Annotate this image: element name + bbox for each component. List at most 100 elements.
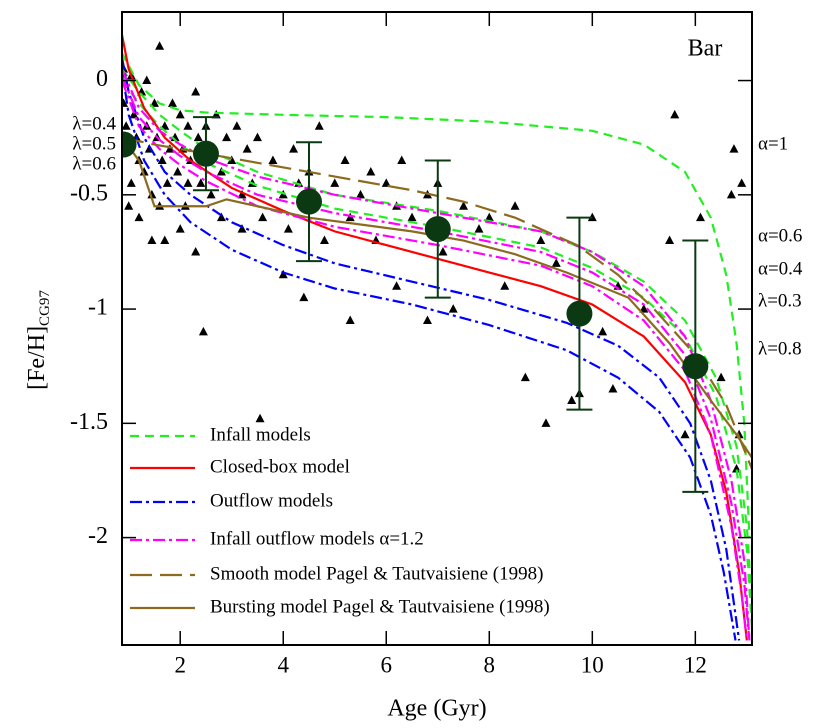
data-point [340, 155, 350, 165]
data-point [392, 281, 402, 290]
data-point [407, 212, 417, 222]
legend-label: Closed-box model [210, 456, 350, 477]
data-point [448, 304, 458, 313]
legend-label: Outflow models [210, 490, 333, 511]
data-point [193, 132, 203, 142]
data-point [314, 121, 324, 130]
data-point [216, 212, 226, 222]
data-point [716, 372, 726, 382]
data-point [665, 235, 675, 245]
data-point [695, 212, 705, 222]
curve-label: λ=0.3 [758, 290, 802, 311]
data-point [283, 224, 293, 233]
data-point [242, 144, 252, 153]
data-point [237, 224, 247, 233]
data-point [191, 246, 201, 256]
data-point [422, 315, 432, 325]
mean-point [122, 131, 137, 158]
mean-point [566, 300, 593, 327]
x-tick-label: 12 [684, 652, 707, 677]
x-tick-label: 10 [581, 652, 604, 677]
data-point [122, 98, 129, 107]
data-point [356, 189, 366, 199]
data-point [157, 155, 167, 165]
data-point [149, 98, 159, 107]
model-line [122, 75, 751, 641]
data-point [142, 75, 152, 85]
y-label-main: [Fe/H] [24, 326, 50, 390]
data-point [252, 132, 262, 142]
model-line [122, 137, 752, 459]
data-point [227, 155, 237, 165]
data-point [330, 178, 340, 187]
data-point [126, 178, 136, 187]
chart-title: Bar [688, 36, 723, 62]
y-tick-label: -0.5 [70, 180, 108, 206]
data-point [536, 235, 546, 245]
mean-point [192, 140, 219, 167]
y-tick-label: -2 [88, 523, 108, 549]
data-point [122, 121, 131, 130]
legend-label: Bursting model Pagel & Tautvaisiene (199… [210, 596, 550, 617]
data-point [134, 212, 144, 222]
data-point [510, 201, 520, 210]
model-line [122, 68, 737, 641]
data-point [155, 41, 165, 50]
data-point [198, 326, 208, 336]
data-point [299, 292, 309, 302]
y-axis-label: [Fe/H]CG97 [24, 290, 54, 390]
data-point [726, 189, 736, 199]
data-point [567, 395, 577, 404]
legend-label: Infall outflow models α=1.2 [210, 528, 424, 549]
data-point [216, 166, 226, 176]
data-point [520, 372, 530, 382]
x-tick-label: 4 [277, 652, 289, 677]
model-line [122, 34, 748, 641]
model-line [122, 68, 751, 641]
curve-label: λ=0.5 [72, 133, 116, 154]
data-point [183, 121, 193, 130]
curve-label: λ=0.4 [72, 113, 116, 134]
y-tick-label: -1 [88, 295, 108, 321]
data-point [397, 155, 407, 165]
model-line [122, 57, 741, 641]
curve-label: α=0.4 [758, 258, 803, 279]
data-point [319, 235, 329, 245]
plot-area [122, 34, 752, 641]
mean-point [682, 353, 709, 380]
data-point [366, 166, 376, 176]
data-point [147, 235, 157, 245]
curve-label: λ=0.8 [758, 338, 802, 359]
model-line [122, 68, 752, 607]
data-point [459, 201, 469, 210]
data-point [289, 144, 299, 153]
curve-label: α=1 [758, 133, 788, 154]
data-point [345, 315, 355, 325]
data-point [183, 178, 193, 187]
x-tick-label: 2 [174, 652, 186, 677]
data-point [232, 121, 242, 130]
x-axis-label: Age (Gyr) [387, 696, 486, 722]
data-point [167, 98, 177, 107]
curve-label: α=0.6 [758, 225, 802, 246]
data-point [196, 178, 206, 187]
data-point [124, 201, 134, 210]
data-point [160, 235, 170, 245]
data-point [278, 269, 288, 279]
data-point [139, 166, 149, 176]
frame [121, 11, 753, 646]
data-point [268, 155, 278, 165]
data-point [206, 189, 216, 199]
y-label-sub: CG97 [37, 290, 53, 326]
data-point [191, 86, 201, 96]
data-point [729, 144, 739, 153]
data-point [474, 224, 484, 233]
mean-point [295, 188, 322, 215]
curve-label: λ=0.6 [72, 153, 116, 174]
data-point [175, 109, 185, 119]
data-point [237, 189, 247, 199]
data-point [255, 413, 265, 423]
legend-label: Infall models [210, 424, 311, 445]
data-point [222, 132, 232, 142]
